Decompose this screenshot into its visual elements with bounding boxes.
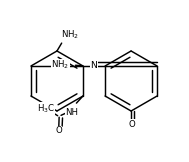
Text: O: O: [129, 120, 135, 129]
Text: NH$_2$: NH$_2$: [61, 29, 79, 41]
Text: H$_3$C: H$_3$C: [36, 102, 55, 115]
Text: O: O: [55, 126, 62, 135]
Text: NH$_2$: NH$_2$: [51, 59, 69, 71]
Text: N: N: [91, 62, 98, 70]
Text: NH: NH: [65, 108, 78, 117]
